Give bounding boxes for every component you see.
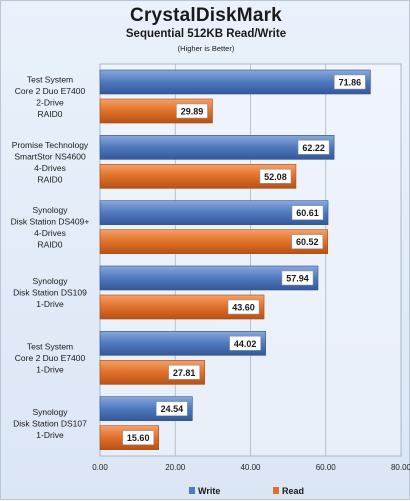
legend-read-swatch	[273, 487, 279, 494]
data-label-box	[291, 205, 324, 220]
category-label: Disk Station DS109	[13, 288, 87, 298]
category-label: Synology	[33, 407, 69, 417]
category-label: 1-Drive	[36, 430, 64, 440]
category-label: Core 2 Duo E7400	[15, 353, 86, 363]
category-label: Synology	[33, 276, 69, 286]
x-tick-label: 60.00	[316, 463, 337, 472]
data-label: 15.60	[127, 433, 150, 443]
write-bar	[99, 200, 329, 225]
category-label: 2-Drive	[36, 97, 64, 107]
category-label: Test System	[27, 74, 73, 84]
chart-subtitle: Sequential 512KB Read/Write	[125, 28, 287, 40]
write-bar	[99, 265, 319, 291]
data-label: 60.61	[296, 208, 319, 218]
category-label: Promise Technology	[12, 140, 89, 150]
category-label: Core 2 Duo E7400	[15, 86, 86, 96]
data-label-box	[176, 103, 208, 119]
legend-read-label: Read	[282, 486, 304, 496]
data-label: 52.08	[264, 172, 287, 182]
write-bar	[99, 135, 335, 160]
data-label: 27.81	[173, 368, 196, 378]
data-label-box	[297, 140, 330, 155]
data-label-box	[168, 365, 200, 380]
data-label-box	[229, 336, 261, 351]
data-label-box	[281, 270, 314, 286]
data-label: 57.94	[286, 274, 309, 284]
chart-note: (Higher is Better)	[177, 44, 235, 53]
category-label: RAID0	[37, 109, 62, 119]
category-label: 4-Drives	[34, 228, 66, 238]
data-label-box	[334, 74, 366, 90]
x-tick-label: 0.00	[92, 463, 108, 472]
category-label: SmartStor NS4600	[14, 151, 86, 161]
write-bar	[99, 69, 371, 95]
data-label: 71.86	[339, 78, 362, 88]
data-label-box	[291, 234, 323, 249]
data-label: 24.54	[161, 404, 184, 414]
data-label-box	[259, 169, 292, 184]
data-label: 43.60	[232, 303, 255, 313]
category-label: Disk Station DS107	[13, 418, 87, 428]
legend-write-swatch	[189, 487, 195, 494]
category-label: Test System	[27, 342, 73, 352]
category-label: Synology	[33, 205, 69, 215]
data-label: 29.89	[181, 107, 204, 117]
category-label: Disk Station DS409+	[11, 217, 90, 227]
data-label: 62.22	[302, 143, 325, 153]
chart-title: CrystalDiskMark	[130, 5, 282, 26]
x-tick-label: 80.00	[391, 463, 410, 472]
x-tick-label: 20.00	[165, 463, 186, 472]
data-label: 44.02	[234, 339, 257, 349]
category-label: RAID0	[37, 174, 62, 184]
category-label: 1-Drive	[36, 365, 64, 375]
data-label: 60.52	[296, 237, 319, 247]
data-label-box	[156, 401, 188, 416]
read-bar	[99, 229, 329, 254]
data-label-box	[122, 430, 154, 445]
legend-write-label: Write	[198, 486, 220, 496]
category-label: RAID0	[37, 240, 62, 250]
category-label: 1-Drive	[36, 299, 64, 309]
data-label-box	[227, 299, 260, 315]
category-label: 4-Drives	[34, 163, 66, 173]
x-tick-label: 40.00	[240, 463, 261, 472]
